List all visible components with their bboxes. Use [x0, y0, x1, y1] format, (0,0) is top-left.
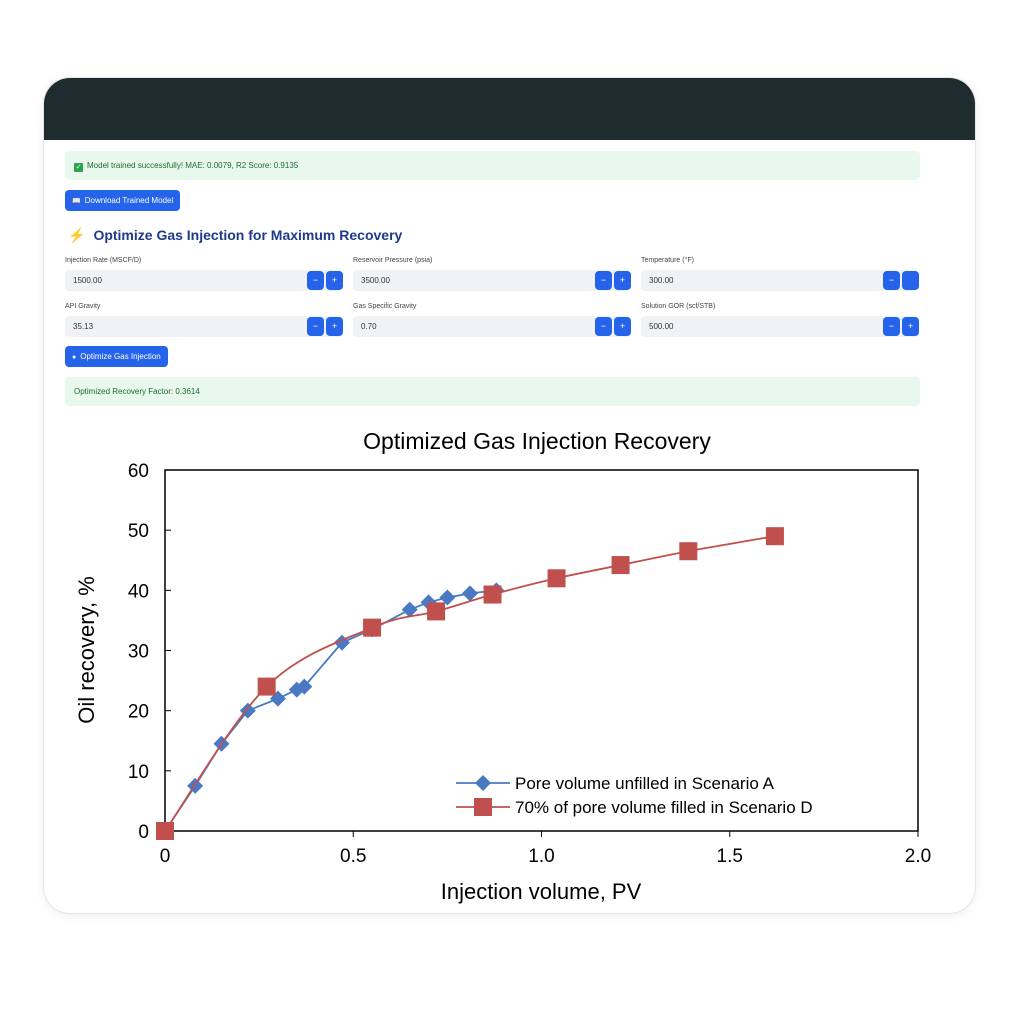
header-bar: [44, 78, 975, 140]
legend-label: Pore volume unfilled in Scenario A: [515, 774, 775, 793]
series-a: [157, 582, 505, 839]
y-tick-label: 10: [128, 762, 149, 783]
y-tick-label: 20: [128, 702, 149, 723]
square-point: [427, 602, 446, 621]
training-success-alert: ✓ Model trained successfully! MAE: 0.0079…: [65, 151, 920, 180]
solution-gor-increment-button[interactable]: +: [902, 317, 919, 336]
lightning-icon: ⚡: [68, 227, 86, 243]
series-line: [164, 589, 497, 832]
download-model-button[interactable]: 📖 Download Trained Model: [65, 190, 181, 211]
injection-rate-field[interactable]: 1500.00 − +: [65, 270, 343, 291]
api-gravity-increment-button[interactable]: +: [326, 317, 343, 336]
diamond-point: [439, 589, 456, 606]
y-tick-label: 0: [138, 822, 149, 843]
y-tick-label: 30: [128, 642, 149, 663]
reservoir-pressure-decrement-button[interactable]: −: [595, 271, 612, 290]
temperature-value: 300.00: [649, 276, 674, 285]
gas-specific-gravity-value: 0.70: [361, 322, 377, 331]
chart-title: Optimized Gas Injection Recovery: [363, 428, 711, 454]
x-tick-label: 1.0: [528, 846, 554, 867]
temperature-field[interactable]: 300.00 −: [641, 270, 919, 291]
diamond-point: [401, 601, 418, 618]
x-axis-label: Injection volume, PV: [441, 879, 642, 904]
search-icon: ●: [72, 354, 77, 361]
square-point: [257, 677, 276, 696]
diamond-point: [239, 702, 256, 719]
y-tick-label: 50: [128, 521, 149, 542]
check-icon: ✓: [74, 163, 83, 172]
x-tick-label: 1.5: [717, 846, 743, 867]
optimize-gas-injection-label: Optimize Gas Injection: [80, 352, 161, 361]
training-success-text: Model trained successfully! MAE: 0.0079,…: [87, 161, 299, 170]
diamond-point: [269, 690, 286, 707]
gas-specific-gravity-increment-button[interactable]: +: [614, 317, 631, 336]
x-tick-label: 0.5: [340, 846, 366, 867]
square-point: [679, 542, 698, 561]
series-d: [156, 527, 784, 840]
square-point: [765, 527, 784, 546]
square-point: [547, 569, 566, 588]
book-icon: 📖: [72, 198, 81, 205]
section-title-text: Optimize Gas Injection for Maximum Recov…: [93, 227, 403, 243]
app-window: ✓ Model trained successfully! MAE: 0.0079…: [44, 78, 975, 913]
y-axis: 0 10 20 30 40 50 60: [128, 461, 171, 843]
api-gravity-value: 35.13: [73, 322, 94, 331]
x-tick-label: 2.0: [905, 846, 931, 867]
injection-rate-increment-button[interactable]: +: [326, 271, 343, 290]
y-tick-label: 60: [128, 461, 149, 482]
square-point: [483, 585, 502, 604]
diamond-point: [296, 678, 313, 695]
legend-marker: [474, 798, 492, 816]
x-tick-label: 0: [160, 846, 171, 867]
gas-specific-gravity-field[interactable]: 0.70 − +: [353, 316, 631, 337]
solution-gor-value: 500.00: [649, 322, 674, 331]
y-tick-label: 40: [128, 581, 149, 602]
injection-rate-label: Injection Rate (MSCF/D): [65, 257, 142, 264]
optimization-result-text: Optimized Recovery Factor: 0.3614: [74, 387, 200, 396]
api-gravity-label: API Gravity: [65, 303, 101, 310]
recovery-chart: Optimized Gas Injection Recovery 0 10 20 30…: [74, 428, 931, 904]
temperature-decrement-button[interactable]: −: [883, 271, 900, 290]
download-model-label: Download Trained Model: [84, 196, 174, 205]
reservoir-pressure-label: Reservoir Pressure (psia): [353, 257, 433, 264]
series-layer: [156, 527, 784, 840]
reservoir-pressure-value: 3500.00: [361, 276, 390, 285]
square-point: [363, 618, 382, 637]
diamond-point: [420, 594, 437, 611]
optimization-result-alert: Optimized Recovery Factor: 0.3614: [65, 377, 920, 406]
solution-gor-decrement-button[interactable]: −: [883, 317, 900, 336]
legend: Pore volume unfilled in Scenario A 70% of…: [456, 774, 813, 817]
temperature-label: Temperature (°F): [641, 257, 694, 264]
gas-specific-gravity-label: Gas Specific Gravity: [353, 303, 417, 310]
api-gravity-field[interactable]: 35.13 − +: [65, 316, 343, 337]
optimize-gas-injection-button[interactable]: ● Optimize Gas Injection: [65, 346, 168, 367]
injection-rate-value: 1500.00: [73, 276, 102, 285]
reservoir-pressure-field[interactable]: 3500.00 − +: [353, 270, 631, 291]
temperature-increment-button[interactable]: [902, 271, 919, 290]
legend-label: 70% of pore volume filled in Scenario D: [515, 798, 813, 817]
solution-gor-field[interactable]: 500.00 − +: [641, 316, 919, 337]
reservoir-pressure-increment-button[interactable]: +: [614, 271, 631, 290]
solution-gor-label: Solution GOR (scf/STB): [641, 303, 716, 310]
y-axis-label: Oil recovery, %: [74, 576, 99, 724]
square-point: [156, 822, 174, 840]
api-gravity-decrement-button[interactable]: −: [307, 317, 324, 336]
square-point: [611, 556, 630, 575]
injection-rate-decrement-button[interactable]: −: [307, 271, 324, 290]
legend-marker: [475, 775, 491, 791]
section-title: ⚡ Optimize Gas Injection for Maximum Reco…: [68, 227, 402, 244]
gas-specific-gravity-decrement-button[interactable]: −: [595, 317, 612, 336]
x-axis: 0 0.5 1.0 1.5 2.0: [160, 831, 931, 867]
diamond-point: [461, 585, 478, 602]
